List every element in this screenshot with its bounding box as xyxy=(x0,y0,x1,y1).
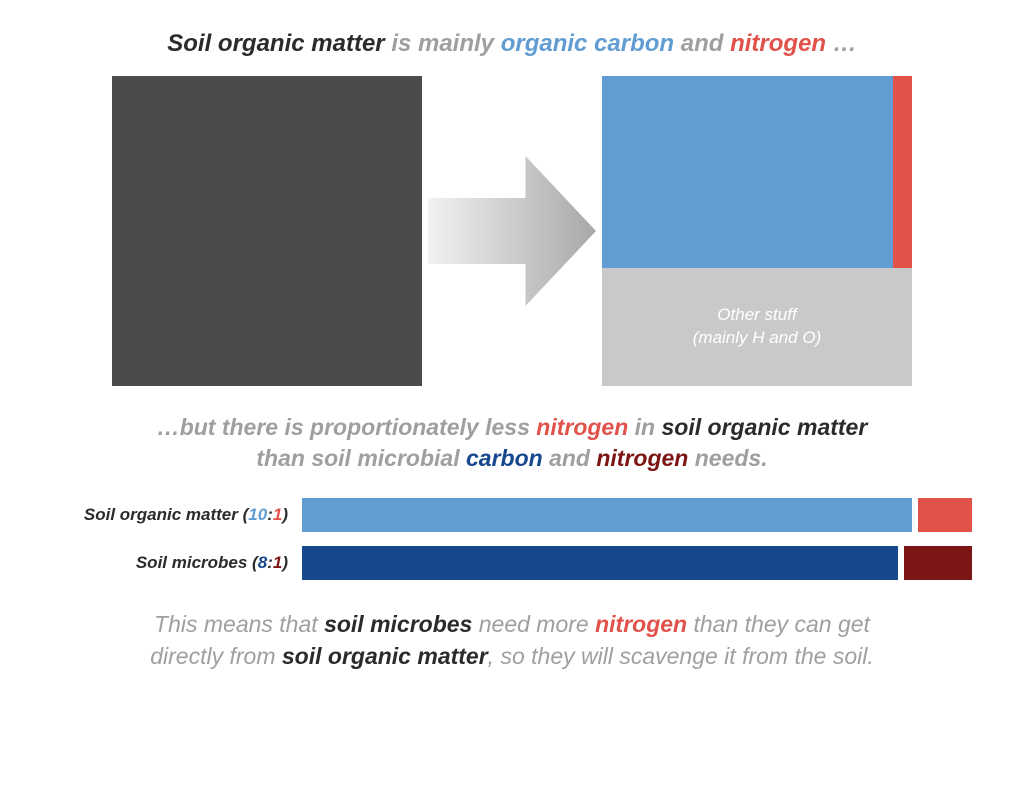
headline-text: Soil organic matter is mainly organic ca… xyxy=(40,30,984,58)
composition-top xyxy=(602,76,912,268)
nitrogen-segment xyxy=(904,546,972,580)
other-stuff-line1: Other stuff xyxy=(717,305,796,324)
arrow-wrap xyxy=(422,156,602,306)
arrow-icon xyxy=(428,156,596,306)
ratio-bar-row: Soil microbes (8:1) xyxy=(52,546,972,580)
mid-text: …but there is proportionately less nitro… xyxy=(40,412,984,474)
nitrogen-region xyxy=(893,76,912,268)
other-stuff-region: Other stuff (mainly H and O) xyxy=(602,268,912,386)
ratio-bar-track xyxy=(302,546,972,580)
carbon-region xyxy=(602,76,893,268)
soil-organic-matter-square xyxy=(112,76,422,386)
squares-row: Other stuff (mainly H and O) xyxy=(40,76,984,386)
composition-square: Other stuff (mainly H and O) xyxy=(602,76,912,386)
ratio-bars: Soil organic matter (10:1) Soil microbes … xyxy=(52,498,972,580)
ratio-bar-track xyxy=(302,498,972,532)
infographic-container: Soil organic matter is mainly organic ca… xyxy=(0,0,1024,702)
other-stuff-line2: (mainly H and O) xyxy=(693,328,821,347)
ratio-bar-label: Soil organic matter (10:1) xyxy=(52,505,302,525)
carbon-segment xyxy=(302,546,898,580)
carbon-segment xyxy=(302,498,912,532)
nitrogen-segment xyxy=(918,498,972,532)
foot-text: This means that soil microbes need more … xyxy=(40,608,984,672)
ratio-bar-row: Soil organic matter (10:1) xyxy=(52,498,972,532)
ratio-bar-label: Soil microbes (8:1) xyxy=(52,553,302,573)
